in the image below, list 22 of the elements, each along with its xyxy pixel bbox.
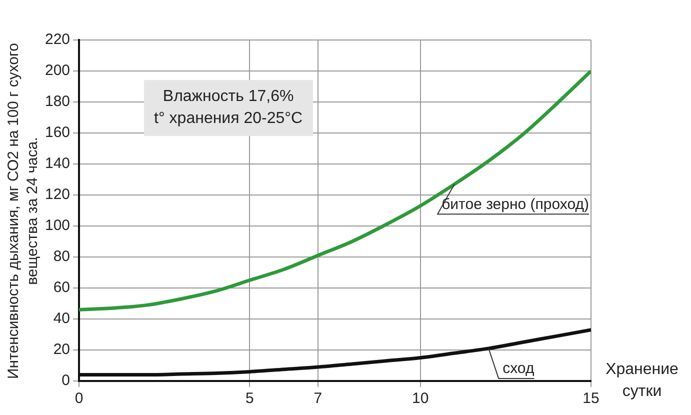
- y-tick-label: 140: [44, 155, 70, 172]
- y-tick-label: 40: [53, 310, 70, 328]
- x-tick-label: 5: [246, 390, 254, 408]
- x-axis-title: Хранение сутки: [606, 361, 678, 400]
- y-tick-label: 160: [44, 124, 70, 142]
- y-axis-title: Интенсивность дыхания, мг СО2 на 100 г сухого вещества за 24 часа.: [4, 42, 42, 380]
- annotation: Влажность 17,6% t° хранения 20-25°C: [144, 80, 313, 136]
- y-tick-label: 180: [44, 93, 70, 110]
- y-tick-label: 100: [44, 217, 70, 234]
- y-tick-label: 200: [44, 62, 70, 80]
- x-tick-label: 15: [582, 390, 600, 408]
- x-tick-label: 7: [314, 390, 322, 408]
- y-tick-label: 60: [53, 279, 70, 296]
- series-label: сход: [502, 360, 534, 378]
- x-tick-label: 10: [412, 390, 429, 408]
- y-tick-label: 80: [53, 248, 70, 266]
- y-tick-label: 0: [62, 372, 70, 390]
- y-tick-label: 120: [44, 186, 70, 204]
- y-tick-label: 220: [44, 31, 70, 48]
- x-tick-label: 0: [74, 390, 84, 408]
- y-tick-label: 20: [53, 341, 70, 358]
- series-label: битое зерно (проход): [442, 196, 590, 213]
